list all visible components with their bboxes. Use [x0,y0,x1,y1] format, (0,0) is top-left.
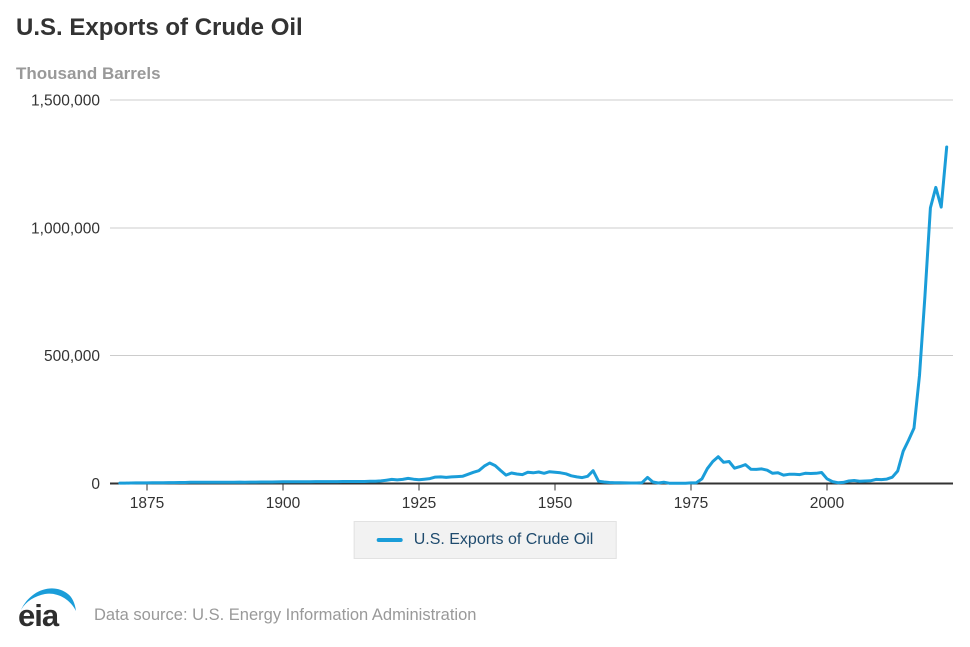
x-axis-tick-label: 1900 [266,495,301,512]
legend-label: U.S. Exports of Crude Oil [413,531,594,548]
data-source-text: Data source: U.S. Energy Information Adm… [94,605,477,624]
legend-item[interactable]: U.S. Exports of Crude Oil [353,521,617,559]
x-axis-tick-label: 2000 [810,495,845,512]
eia-logo-text: eia [18,598,60,632]
y-axis-tick-label: 0 [91,476,100,493]
eia-logo[interactable]: eia [16,584,80,632]
y-axis-tick-label: 500,000 [44,348,100,365]
eia-logo-swoosh-icon [21,588,76,611]
footer: eia Data source: U.S. Energy Information… [16,584,476,632]
y-axis-tick-label: 1,000,000 [31,220,100,237]
x-axis-tick-label: 1875 [130,495,164,512]
y-axis-tick-label: 1,500,000 [31,93,100,110]
x-axis-tick-label: 1950 [538,495,573,512]
y-axis-units-label: Thousand Barrels [16,64,161,83]
x-axis-tick-label: 1975 [674,495,708,512]
legend-line-swatch [376,538,403,542]
x-axis-tick-label: 1925 [402,495,436,512]
series-line [118,145,949,485]
chart-title: U.S. Exports of Crude Oil [16,14,303,41]
